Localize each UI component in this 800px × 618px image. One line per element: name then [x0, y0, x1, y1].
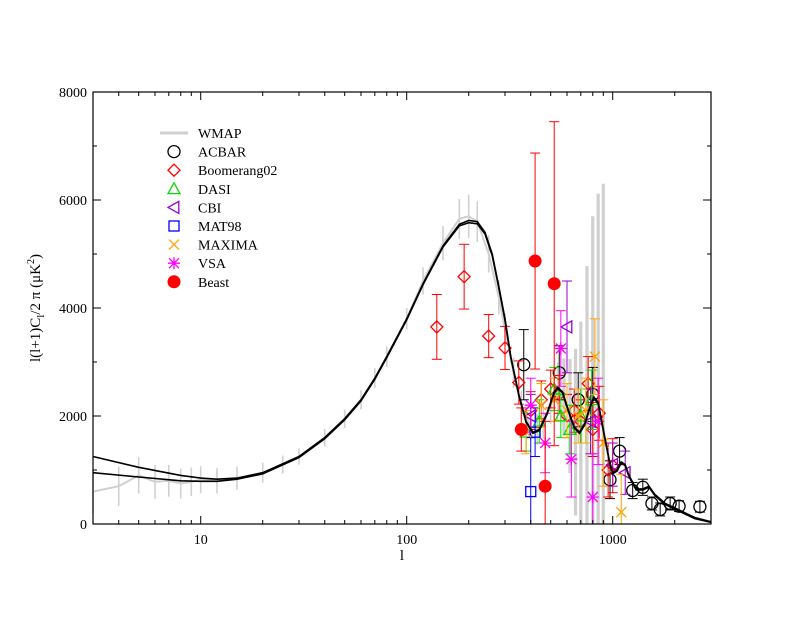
dasi-point	[553, 408, 568, 422]
legend-item-dasi: DASI	[166, 181, 231, 198]
legend-label-vsa: VSA	[198, 257, 227, 272]
legend-swatch-cbi	[166, 200, 180, 215]
model-curve-layer	[92, 219, 712, 524]
acbar-point	[653, 502, 667, 517]
x-axis-label: l	[400, 548, 404, 564]
vsa-point	[524, 399, 537, 412]
y-tick-label: 8000	[59, 86, 87, 101]
acbar-point	[672, 499, 686, 513]
maxima-point	[572, 410, 584, 422]
beast-point	[538, 479, 552, 493]
legend-swatch-maxima	[168, 239, 180, 251]
legend-swatch-dasi	[166, 181, 182, 195]
maxima-point	[535, 399, 547, 411]
y-axis-label-sub: l	[35, 315, 47, 318]
legend-item-beast: Beast	[167, 275, 229, 291]
dasi-point	[532, 414, 547, 427]
legend-swatch-vsa	[168, 257, 180, 270]
y-tick-label: 0	[80, 518, 87, 533]
vsa-point	[565, 453, 578, 466]
maxima-point	[615, 506, 627, 518]
boomerang02-point	[481, 329, 496, 343]
boomerang02-point	[457, 269, 472, 284]
beast-point	[547, 277, 561, 291]
x-tick-label: 100	[396, 533, 417, 548]
acbar-point	[517, 358, 531, 372]
y-axis-label: l(l+1)Cl/2 π (μK2)	[26, 254, 47, 362]
y-tick-label: 4000	[59, 302, 87, 317]
legend-label-beast: Beast	[198, 276, 229, 291]
legend-label-boomerang02: Boomerang02	[198, 164, 277, 179]
cbi-point	[559, 319, 573, 335]
legend-swatch-beast	[167, 275, 181, 289]
legend-label-acbar: ACBAR	[198, 146, 247, 161]
legend-item-mat98: MAT98	[168, 220, 242, 235]
beast-point	[528, 254, 542, 268]
legend-item-wmap: WMAP	[160, 127, 242, 142]
boomerang02-point	[511, 375, 526, 390]
boomerang02-point	[429, 319, 444, 334]
y-axis-label-close: )	[28, 254, 44, 259]
beast-series	[514, 121, 561, 525]
acbar-point	[693, 500, 707, 514]
legend-item-maxima: MAXIMA	[168, 239, 259, 254]
boomerang02-point	[581, 376, 596, 391]
y-tick-label: 2000	[59, 410, 87, 425]
legend-label-cbi: CBI	[198, 201, 222, 216]
legend-item-vsa: VSA	[168, 257, 227, 272]
legend: WMAP ACBAR Boomerang02 DASI CBI MAT98 MAXIMA VS…	[160, 127, 277, 291]
legend-swatch-acbar	[167, 144, 181, 159]
maxima-point	[589, 351, 601, 363]
x-tick-label: 1000	[599, 533, 627, 548]
vsa-point	[586, 491, 599, 503]
y-axis-label-main: l(l+1)C	[28, 318, 44, 362]
legend-item-cbi: CBI	[166, 200, 222, 216]
vsa-point	[554, 342, 567, 355]
legend-label-mat98: MAT98	[198, 220, 242, 235]
y-tick-label: 6000	[59, 194, 87, 209]
legend-label-dasi: DASI	[198, 183, 231, 198]
vsa-point	[592, 415, 605, 428]
legend-item-boomerang02: Boomerang02	[167, 163, 277, 179]
legend-label-maxima: MAXIMA	[198, 239, 259, 254]
y-axis-label-sup: 2	[26, 259, 37, 264]
model2-curve	[92, 221, 712, 524]
legend-swatch-mat98	[168, 220, 180, 232]
legend-item-acbar: ACBAR	[167, 144, 247, 161]
boomerang02-point	[585, 422, 600, 437]
cbi-point	[617, 465, 631, 480]
legend-label-wmap: WMAP	[198, 127, 242, 142]
beast-point	[514, 423, 528, 436]
axis-layer: 0 2000 4000 6000 8000 10 100 1000	[59, 86, 712, 548]
mat98-point	[525, 485, 537, 498]
legend-swatch-boomerang02	[167, 163, 181, 178]
y-axis-label-mid: /2 π (μK	[28, 264, 44, 315]
x-tick-label: 10	[194, 533, 208, 548]
